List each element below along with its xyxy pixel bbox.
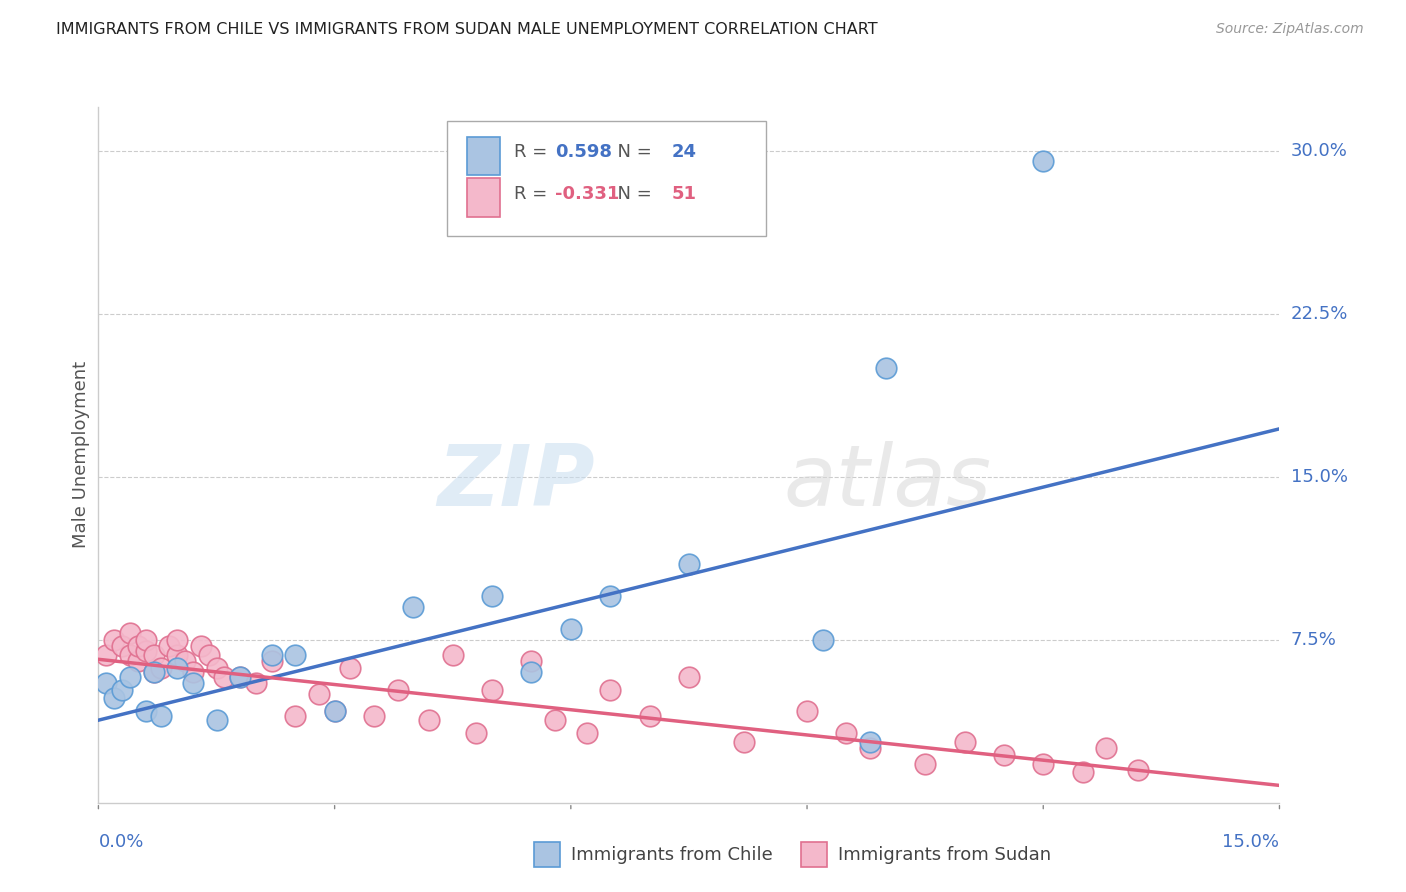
Text: 24: 24 xyxy=(671,144,696,161)
Text: N =: N = xyxy=(606,144,658,161)
Point xyxy=(1032,756,1054,771)
Point xyxy=(914,756,936,771)
Point xyxy=(127,639,149,653)
Text: 0.598: 0.598 xyxy=(555,144,613,161)
Point xyxy=(103,691,125,706)
Point xyxy=(260,648,283,662)
Text: 0.0%: 0.0% xyxy=(98,833,143,851)
Point xyxy=(544,713,567,727)
Point xyxy=(174,655,197,669)
Point xyxy=(638,708,661,723)
Point xyxy=(181,676,204,690)
FancyBboxPatch shape xyxy=(467,178,501,217)
Point xyxy=(678,670,700,684)
Point xyxy=(103,632,125,647)
Text: Immigrants from Chile: Immigrants from Chile xyxy=(571,846,772,863)
Point xyxy=(118,670,141,684)
Point xyxy=(402,600,425,615)
Text: N =: N = xyxy=(606,185,658,203)
Point xyxy=(1032,154,1054,169)
Text: 30.0%: 30.0% xyxy=(1291,142,1347,160)
Point xyxy=(166,661,188,675)
Point xyxy=(520,665,543,680)
Point xyxy=(953,735,976,749)
Text: Source: ZipAtlas.com: Source: ZipAtlas.com xyxy=(1216,22,1364,37)
Point xyxy=(733,735,755,749)
Point xyxy=(96,676,118,690)
Point xyxy=(575,726,598,740)
Point xyxy=(118,626,141,640)
Point xyxy=(166,648,188,662)
Point xyxy=(181,665,204,680)
Point xyxy=(157,639,180,653)
Point xyxy=(560,622,582,636)
Point xyxy=(205,713,228,727)
Point xyxy=(1071,765,1094,780)
Point xyxy=(96,648,118,662)
Point xyxy=(166,632,188,647)
Point xyxy=(599,682,621,697)
Point xyxy=(142,665,165,680)
Point xyxy=(1095,741,1118,756)
Point xyxy=(520,655,543,669)
Text: R =: R = xyxy=(515,185,553,203)
Point xyxy=(323,705,346,719)
Point xyxy=(229,670,252,684)
Text: IMMIGRANTS FROM CHILE VS IMMIGRANTS FROM SUDAN MALE UNEMPLOYMENT CORRELATION CHA: IMMIGRANTS FROM CHILE VS IMMIGRANTS FROM… xyxy=(56,22,877,37)
Point xyxy=(993,747,1015,762)
Point xyxy=(835,726,858,740)
Point xyxy=(205,661,228,675)
Point xyxy=(142,665,165,680)
Point xyxy=(1126,763,1149,777)
Point xyxy=(599,589,621,603)
Point xyxy=(190,639,212,653)
Point xyxy=(111,639,134,653)
Point xyxy=(811,632,834,647)
Point xyxy=(363,708,385,723)
Point xyxy=(245,676,267,690)
Point xyxy=(339,661,361,675)
Text: 7.5%: 7.5% xyxy=(1291,631,1337,648)
Point xyxy=(127,655,149,669)
Point xyxy=(875,360,897,375)
Point xyxy=(197,648,219,662)
Point xyxy=(118,648,141,662)
Point xyxy=(150,708,173,723)
Point xyxy=(284,708,307,723)
Text: 51: 51 xyxy=(671,185,696,203)
Point xyxy=(465,726,488,740)
Point xyxy=(150,661,173,675)
Point xyxy=(260,655,283,669)
Text: atlas: atlas xyxy=(783,442,991,524)
Point xyxy=(229,670,252,684)
Point xyxy=(481,589,503,603)
Point xyxy=(418,713,440,727)
Point xyxy=(387,682,409,697)
Point xyxy=(308,687,330,701)
Point xyxy=(481,682,503,697)
Text: Male Unemployment: Male Unemployment xyxy=(72,361,90,549)
Point xyxy=(323,705,346,719)
Point xyxy=(796,705,818,719)
Point xyxy=(859,735,882,749)
FancyBboxPatch shape xyxy=(447,121,766,235)
Point xyxy=(135,705,157,719)
Point xyxy=(135,632,157,647)
Text: -0.331: -0.331 xyxy=(555,185,620,203)
Point xyxy=(284,648,307,662)
Text: ZIP: ZIP xyxy=(437,442,595,524)
Point xyxy=(441,648,464,662)
Text: 15.0%: 15.0% xyxy=(1291,467,1347,485)
FancyBboxPatch shape xyxy=(467,136,501,175)
Text: 22.5%: 22.5% xyxy=(1291,304,1348,323)
Text: 15.0%: 15.0% xyxy=(1222,833,1279,851)
Text: R =: R = xyxy=(515,144,553,161)
Point xyxy=(142,648,165,662)
Point xyxy=(135,643,157,657)
Point xyxy=(678,557,700,571)
Text: Immigrants from Sudan: Immigrants from Sudan xyxy=(838,846,1052,863)
Point xyxy=(111,682,134,697)
Point xyxy=(214,670,236,684)
Point xyxy=(859,741,882,756)
